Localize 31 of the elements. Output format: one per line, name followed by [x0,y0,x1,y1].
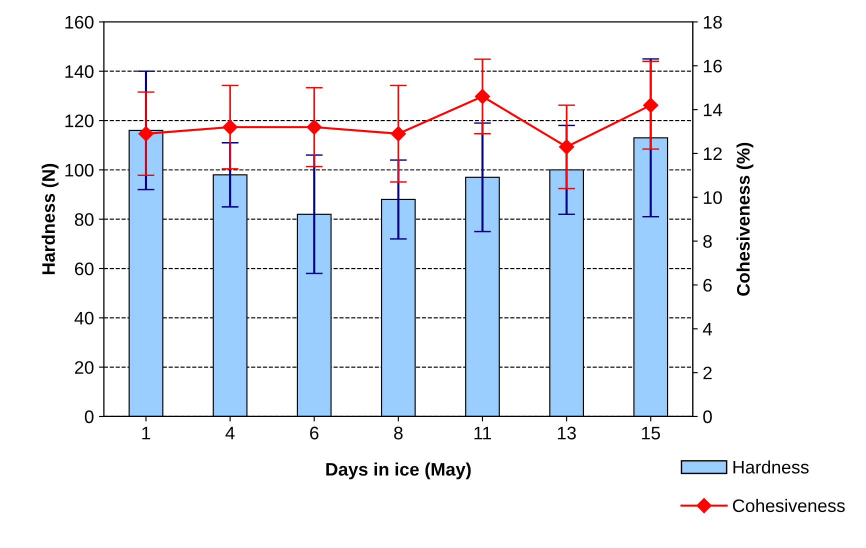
x-tick-label: 1 [142,426,150,440]
x-axis-title: Days in ice (May) [326,462,471,480]
y2-tick-label: 2 [703,366,712,380]
y-tick-label: 100 [65,164,94,177]
y-tick-label: 40 [74,312,94,325]
y2-tick-label: 8 [703,235,712,248]
y2-tick-label: 6 [703,278,712,292]
y2-tick-label: 4 [702,322,712,336]
y2-tick-label: 10 [704,191,722,204]
x-tick-label: 6 [310,426,318,440]
y2-tick-label: 0 [703,410,712,424]
y-tick-label: 160 [65,16,94,29]
y-tick-label: 20 [75,361,94,374]
y2-tick-label: 18 [704,16,722,29]
y-tick-label: 140 [65,65,94,78]
y-tick-label: 0 [84,410,94,424]
y2-tick-label: 12 [704,147,722,160]
legend-label: Hardness [734,460,809,474]
x-tick-label: 13 [558,426,576,440]
y2-axis-title: Cohesiveness (%) [736,142,754,296]
x-tick-label: 15 [642,426,660,440]
y2-tick-label: 14 [704,104,722,116]
x-tick-label: 8 [394,426,403,440]
y-tick-label: 120 [65,114,94,128]
legend-label: Cohesiveness [732,498,845,512]
y-tick-label: 80 [74,213,94,226]
y2-tick-label: 16 [704,60,722,72]
y-tick-label: 60 [75,262,94,276]
y-axis-title: Hardness (N) [42,164,59,274]
x-tick-label: 4 [226,426,235,440]
x-tick-label: 11 [474,426,491,440]
